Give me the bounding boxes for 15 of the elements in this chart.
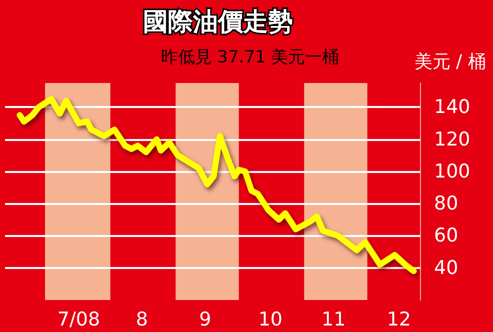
x-tick-label: 12 <box>386 308 412 330</box>
x-tick-label: 9 <box>199 308 212 330</box>
y-tick-label: 140 <box>434 96 470 118</box>
x-tick-label: 10 <box>258 308 283 330</box>
y-tick-label: 60 <box>434 224 458 247</box>
x-tick-label: 8 <box>136 308 148 330</box>
y-tick-label: 120 <box>434 128 470 150</box>
y-axis-title: 美元 / 桶 <box>414 52 486 72</box>
x-tick-label: 11 <box>322 308 346 330</box>
y-tick-label: 100 <box>434 160 470 182</box>
chart-subtitle: 昨低見 37.71 美元一桶 <box>160 48 340 68</box>
y-tick-label: 80 <box>434 192 458 215</box>
chart-title: 國際油價走勢 <box>143 7 293 36</box>
x-tick-label: 7/08 <box>57 308 100 330</box>
y-tick-label: 40 <box>434 256 458 279</box>
